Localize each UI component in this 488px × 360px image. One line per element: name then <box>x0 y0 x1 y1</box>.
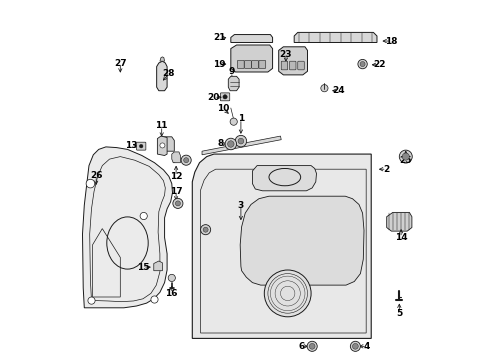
Text: 10: 10 <box>216 104 228 112</box>
Polygon shape <box>153 261 162 271</box>
Polygon shape <box>171 152 180 163</box>
Circle shape <box>306 341 317 351</box>
Circle shape <box>140 212 147 220</box>
Text: 6: 6 <box>298 342 305 351</box>
Circle shape <box>227 141 234 147</box>
Text: 8: 8 <box>218 139 224 148</box>
FancyBboxPatch shape <box>251 60 258 68</box>
Text: 20: 20 <box>207 93 220 102</box>
Text: 27: 27 <box>114 58 126 68</box>
Text: 2: 2 <box>383 165 389 174</box>
Circle shape <box>175 201 180 206</box>
FancyBboxPatch shape <box>258 60 265 68</box>
Polygon shape <box>161 137 174 151</box>
Circle shape <box>183 158 188 163</box>
Circle shape <box>399 150 411 163</box>
Text: 18: 18 <box>385 37 397 46</box>
Polygon shape <box>157 136 167 156</box>
Circle shape <box>168 274 175 282</box>
Circle shape <box>88 297 95 304</box>
Text: 7: 7 <box>171 156 177 165</box>
Circle shape <box>349 341 360 351</box>
FancyBboxPatch shape <box>220 93 229 101</box>
Polygon shape <box>82 147 172 308</box>
FancyBboxPatch shape <box>136 142 145 150</box>
Text: 17: 17 <box>169 187 182 196</box>
Text: 13: 13 <box>124 141 137 150</box>
Polygon shape <box>192 154 370 338</box>
Circle shape <box>223 95 227 99</box>
Circle shape <box>200 225 210 235</box>
Circle shape <box>172 198 183 208</box>
Text: 11: 11 <box>155 122 167 130</box>
Circle shape <box>357 59 366 69</box>
Text: 23: 23 <box>279 50 291 59</box>
Polygon shape <box>202 136 281 155</box>
Text: 25: 25 <box>399 156 411 165</box>
Text: 1: 1 <box>237 114 244 123</box>
Polygon shape <box>294 32 376 42</box>
Text: 22: 22 <box>372 60 385 69</box>
Text: 5: 5 <box>395 309 402 318</box>
Text: 15: 15 <box>137 263 149 271</box>
Circle shape <box>320 85 327 92</box>
Circle shape <box>224 138 236 150</box>
Polygon shape <box>230 35 272 42</box>
FancyBboxPatch shape <box>281 61 287 70</box>
Circle shape <box>264 270 310 317</box>
Circle shape <box>352 343 358 349</box>
FancyBboxPatch shape <box>244 60 251 68</box>
Text: 24: 24 <box>331 86 344 95</box>
Text: 12: 12 <box>169 172 182 181</box>
Polygon shape <box>278 47 307 75</box>
Text: 21: 21 <box>213 33 225 42</box>
Text: 16: 16 <box>165 289 178 298</box>
Circle shape <box>230 118 237 125</box>
FancyBboxPatch shape <box>237 60 244 68</box>
Text: 26: 26 <box>90 171 102 180</box>
Polygon shape <box>228 76 239 91</box>
Text: 9: 9 <box>228 68 235 77</box>
Polygon shape <box>160 57 164 61</box>
Text: 14: 14 <box>394 233 407 242</box>
Circle shape <box>203 227 208 232</box>
Circle shape <box>151 296 158 303</box>
Polygon shape <box>386 212 411 231</box>
Circle shape <box>359 62 365 67</box>
Polygon shape <box>240 196 363 285</box>
FancyBboxPatch shape <box>297 61 304 70</box>
FancyBboxPatch shape <box>289 61 295 70</box>
Text: 19: 19 <box>213 60 225 69</box>
Circle shape <box>181 155 191 165</box>
Circle shape <box>139 144 142 148</box>
Text: 3: 3 <box>237 201 244 210</box>
Text: 28: 28 <box>163 69 175 78</box>
Circle shape <box>86 179 95 188</box>
Circle shape <box>238 138 244 144</box>
Circle shape <box>401 153 408 160</box>
Polygon shape <box>252 166 316 191</box>
Text: 4: 4 <box>363 342 369 351</box>
Circle shape <box>309 343 314 349</box>
Polygon shape <box>230 45 272 72</box>
Polygon shape <box>156 61 167 91</box>
Circle shape <box>235 135 246 147</box>
Circle shape <box>160 143 164 148</box>
